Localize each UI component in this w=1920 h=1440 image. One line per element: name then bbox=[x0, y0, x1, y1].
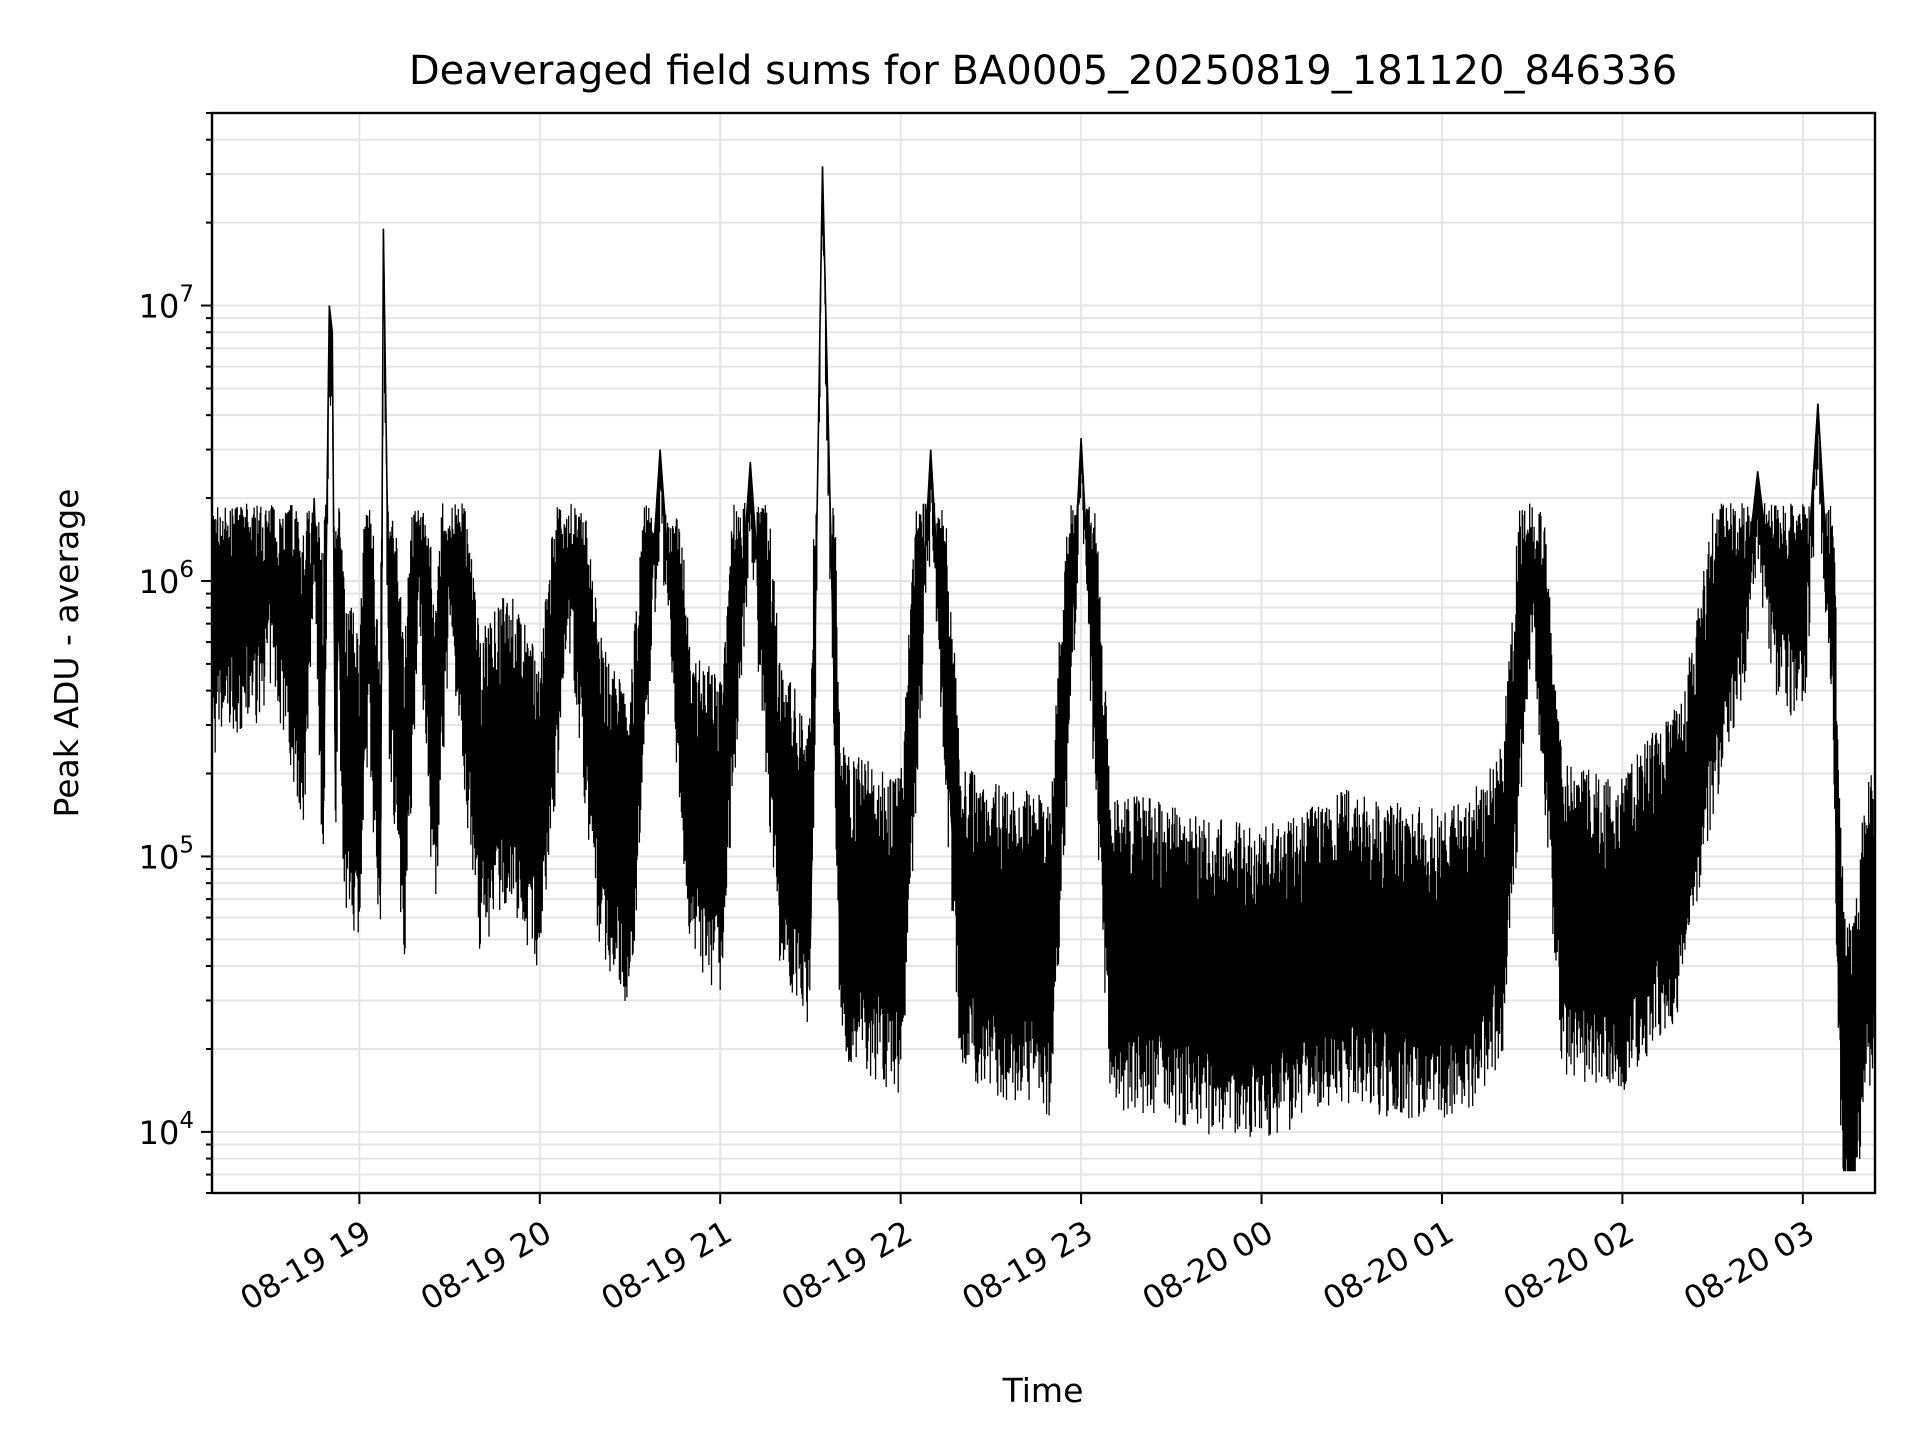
series-line bbox=[211, 166, 1876, 1147]
x-tick-label: 08-19 19 bbox=[234, 1213, 378, 1318]
x-axis-label: Time bbox=[1002, 1371, 1084, 1410]
x-tick-label: 08-20 03 bbox=[1677, 1213, 1821, 1318]
y-tick-label: 105 bbox=[139, 832, 194, 876]
y-tick-label: 104 bbox=[139, 1108, 194, 1152]
x-tick-label: 08-19 20 bbox=[414, 1213, 558, 1318]
chart-title: Deaveraged field sums for BA0005_2025081… bbox=[409, 48, 1677, 94]
y-tick-label: 107 bbox=[139, 282, 194, 326]
y-tick-label: 106 bbox=[139, 557, 194, 601]
x-tick-label: 08-20 01 bbox=[1316, 1213, 1460, 1318]
x-tick-label: 08-19 21 bbox=[595, 1213, 739, 1318]
x-tick-label: 08-19 23 bbox=[955, 1213, 1099, 1318]
x-tick-label: 08-20 00 bbox=[1136, 1213, 1280, 1318]
y-axis-label: Peak ADU - average bbox=[47, 489, 86, 818]
x-tick-label: 08-20 02 bbox=[1497, 1213, 1641, 1318]
x-tick-label: 08-19 22 bbox=[775, 1213, 919, 1318]
plot-frame bbox=[210, 111, 1877, 1195]
